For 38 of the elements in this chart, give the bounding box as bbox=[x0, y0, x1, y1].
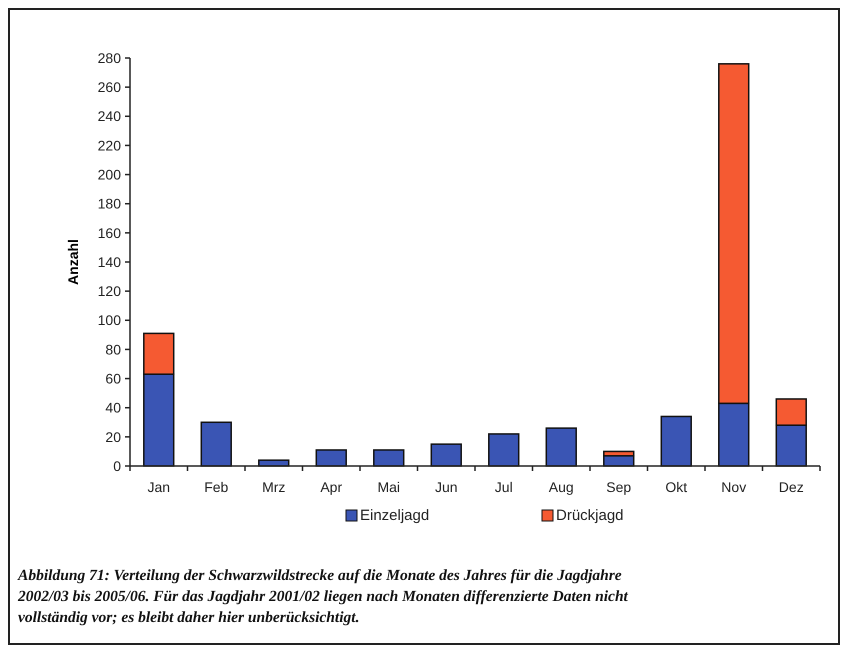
text: Abbildung 71: Verteilung der Schwarzwildstrecke auf die Monate des Jahres für die Jagdjahre 2002/03 bis 2005/06. Für das Jagdjahr 2001/02 liegen nach Monaten differenzierte Daten nicht vollständig vor; es bleibt daher hier unberücksichtigt. bbox=[17, 567, 629, 626]
bar bbox=[546, 427, 577, 467]
x-tick-label: Jul bbox=[494, 479, 513, 495]
y-tick-label: 160 bbox=[98, 224, 122, 241]
bar bbox=[373, 449, 404, 467]
y-tick-label: 20 bbox=[105, 428, 122, 445]
y-axis-title: Anzahl bbox=[65, 239, 81, 285]
bar bbox=[488, 433, 520, 467]
x-tick-label: Mai bbox=[377, 479, 400, 495]
y-tick-label: 80 bbox=[105, 341, 122, 358]
y-tick-label: 200 bbox=[98, 166, 122, 182]
legend-label: Drückjagd bbox=[556, 507, 624, 524]
x-tick-label: Sep bbox=[606, 479, 632, 495]
y-tick-label: 140 bbox=[98, 254, 122, 270]
y-tick-label: 260 bbox=[98, 79, 122, 96]
y-tick-label: 220 bbox=[98, 137, 122, 154]
y-tick-label: 280 bbox=[98, 50, 122, 66]
x-tick-label: Mrz bbox=[262, 479, 286, 495]
bar bbox=[660, 416, 692, 467]
x-tick-label: Nov bbox=[721, 479, 746, 495]
x-tick-label: Jan bbox=[147, 479, 170, 495]
y-tick-label: 120 bbox=[98, 283, 122, 300]
bar bbox=[200, 422, 232, 467]
legend-label: Einzeljagd bbox=[360, 507, 430, 524]
bar bbox=[430, 443, 462, 467]
x-tick-label: Jun bbox=[434, 479, 458, 495]
y-tick-label: 0 bbox=[113, 458, 122, 474]
y-tick-label: 180 bbox=[98, 196, 122, 212]
y-tick-label: 100 bbox=[98, 312, 122, 328]
x-tick-label: Apr bbox=[320, 479, 342, 495]
x-tick-label: Dez bbox=[778, 479, 804, 495]
y-tick-label: 240 bbox=[98, 108, 122, 124]
x-tick-label: Feb bbox=[204, 479, 229, 495]
bar bbox=[316, 449, 347, 467]
y-tick-label: 60 bbox=[105, 370, 122, 386]
y-tick-label: 40 bbox=[105, 400, 122, 416]
x-tick-label: Okt bbox=[665, 479, 688, 495]
x-tick-label: Aug bbox=[548, 479, 574, 495]
